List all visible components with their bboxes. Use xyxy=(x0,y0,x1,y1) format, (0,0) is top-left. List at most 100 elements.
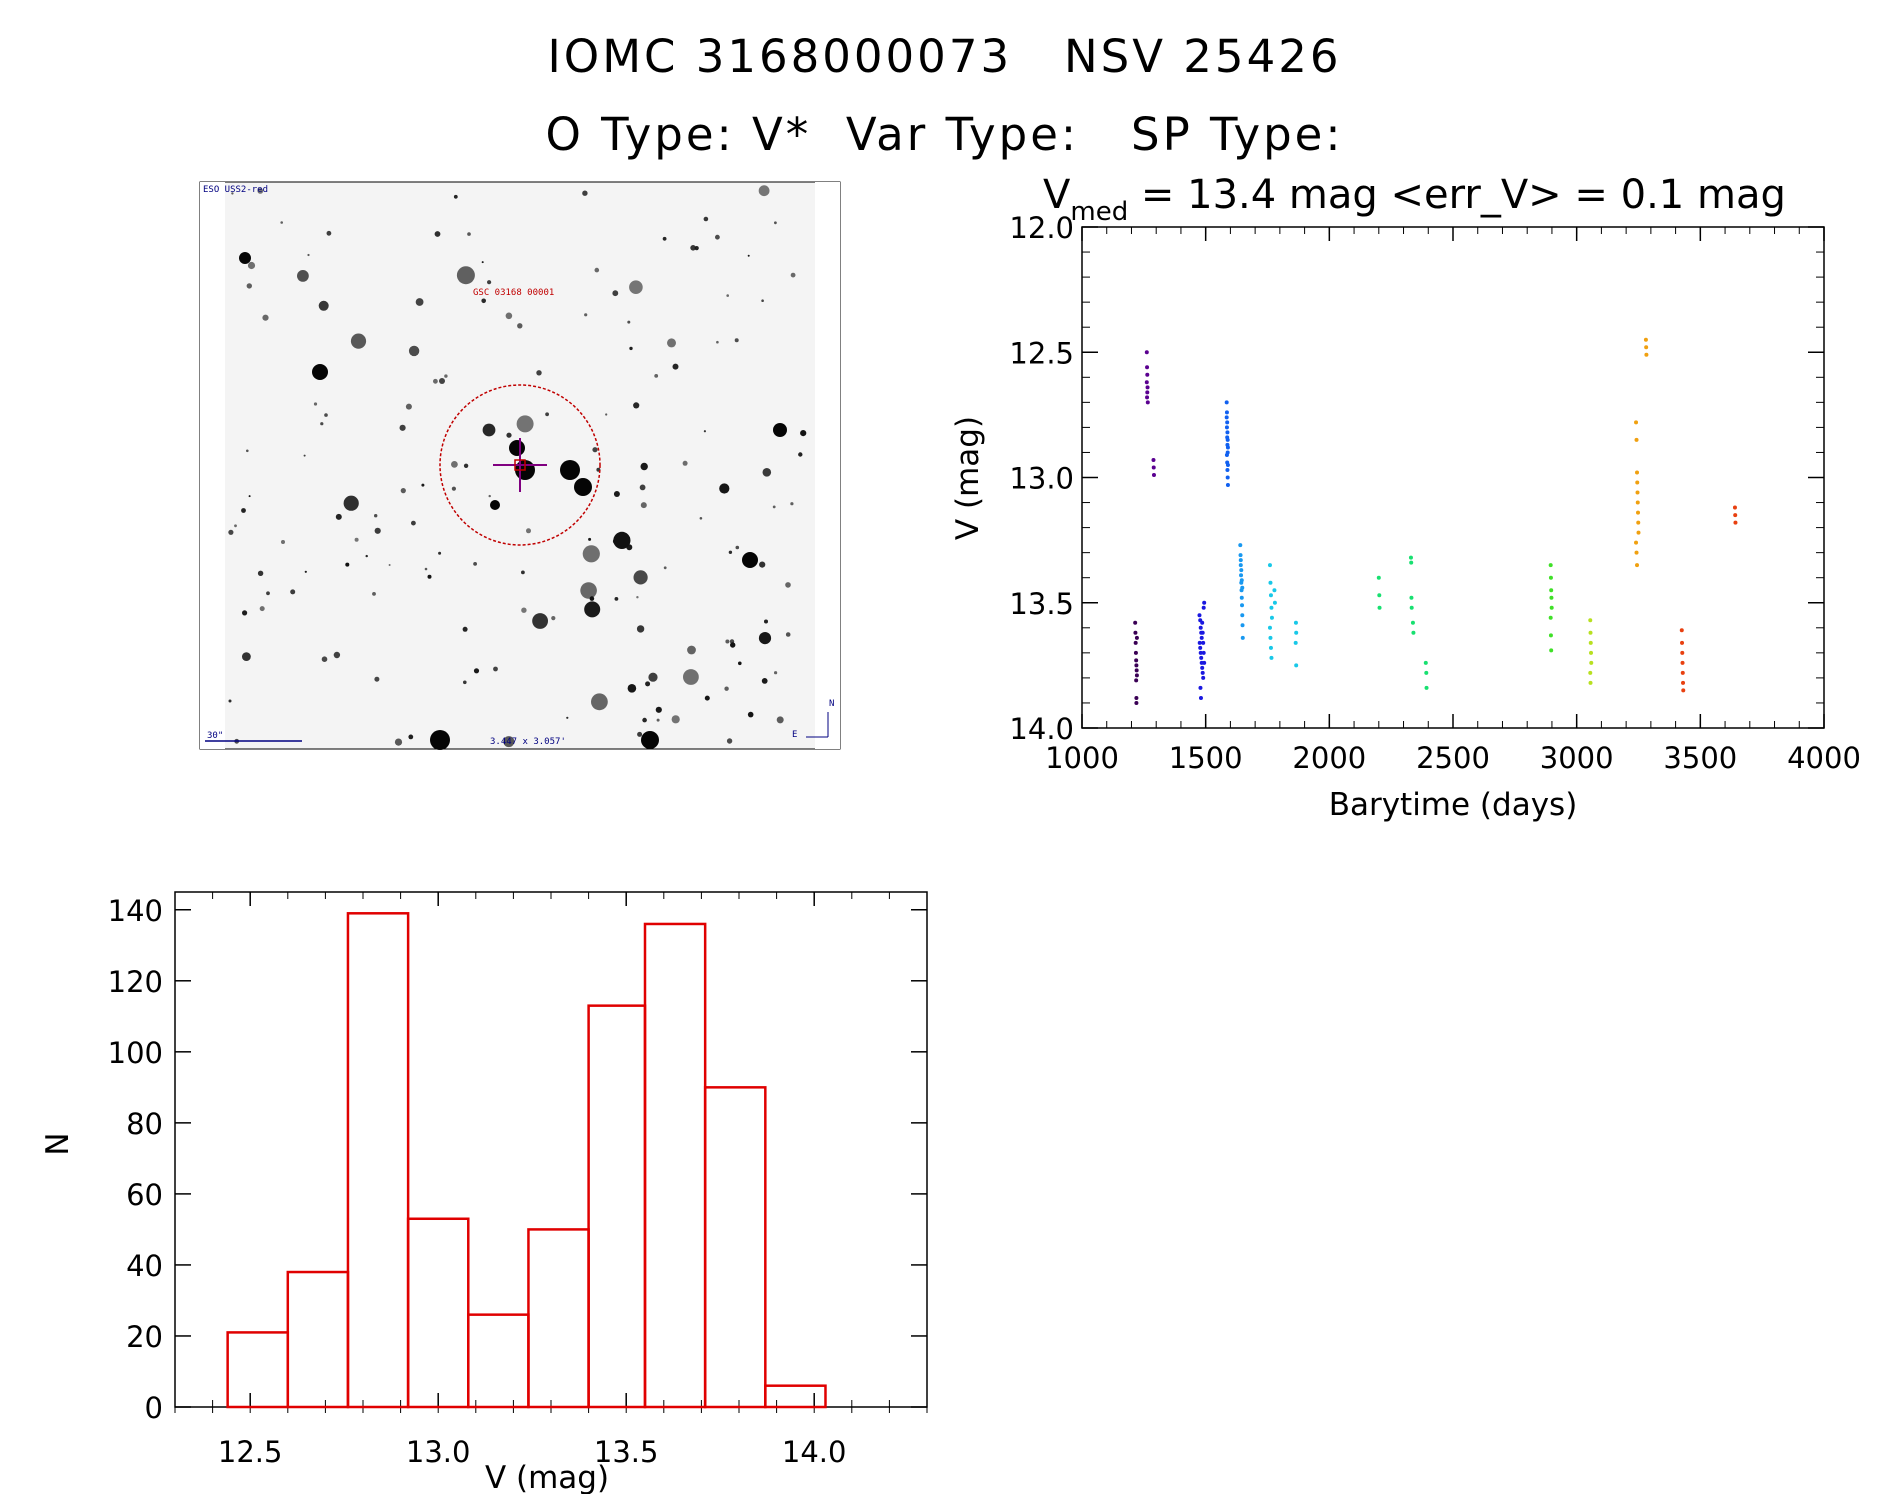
lc-data-point xyxy=(1134,673,1139,678)
lc-data-point xyxy=(1548,575,1553,580)
lc-data-point xyxy=(1134,700,1139,705)
hist-xtick-label: 12.5 xyxy=(218,1435,283,1469)
lc-xtick-label: 3000 xyxy=(1540,741,1614,775)
star xyxy=(408,345,420,357)
lc-data-point xyxy=(1409,560,1414,565)
star xyxy=(246,283,252,289)
lc-xtick-label: 2500 xyxy=(1416,741,1490,775)
light-curve-ylabel: V (mag) xyxy=(950,416,986,540)
star xyxy=(719,483,730,494)
star xyxy=(399,424,406,431)
lc-data-point xyxy=(1200,665,1205,670)
star xyxy=(761,299,764,303)
star xyxy=(307,253,310,257)
hist-bar xyxy=(346,912,410,1409)
lc-data-point xyxy=(1133,630,1138,635)
lc-data-point xyxy=(1549,588,1554,593)
lc-data-point xyxy=(1293,640,1298,645)
star xyxy=(582,545,600,563)
star xyxy=(326,230,332,236)
star xyxy=(699,517,703,520)
hist-bar xyxy=(226,1331,290,1409)
lc-data-point xyxy=(1636,520,1641,525)
scale-label: 30" xyxy=(207,731,223,741)
lc-data-point xyxy=(1201,605,1206,610)
lc-data-point xyxy=(1634,420,1639,425)
star xyxy=(493,666,498,672)
star xyxy=(762,468,772,477)
hist-ytick-label: 20 xyxy=(126,1320,163,1354)
hist-bar xyxy=(643,922,707,1409)
star-field xyxy=(228,185,807,750)
aperture-circle xyxy=(439,384,601,546)
star xyxy=(481,298,487,304)
star xyxy=(228,529,234,535)
lc-data-point xyxy=(1409,595,1414,600)
histogram-chart: 12.5 13.0 13.5 14.0 0 20 40 60 80 100 120 140 V (ma… xyxy=(40,891,928,1494)
lc-data-point xyxy=(1588,680,1593,685)
star xyxy=(574,478,592,496)
star xyxy=(800,430,807,437)
star xyxy=(690,245,696,251)
star xyxy=(335,513,342,520)
star xyxy=(421,483,425,487)
star xyxy=(729,639,735,644)
star xyxy=(374,514,378,518)
star xyxy=(304,570,307,573)
lc-data-point xyxy=(1589,650,1594,655)
lc-data-point xyxy=(1145,390,1150,395)
north-label: N xyxy=(829,699,834,709)
star xyxy=(405,403,412,410)
lc-data-point xyxy=(1681,680,1686,685)
lc-data-point xyxy=(1733,520,1738,525)
light-curve-frame xyxy=(1081,226,1825,729)
star xyxy=(521,607,527,613)
lc-data-point xyxy=(1225,475,1230,480)
star xyxy=(761,678,768,684)
star xyxy=(726,738,733,744)
star xyxy=(747,711,754,718)
star xyxy=(613,531,631,550)
hist-xtick-label: 13.5 xyxy=(594,1435,659,1469)
star xyxy=(415,298,424,306)
star xyxy=(427,574,432,579)
lc-data-point xyxy=(1549,605,1554,610)
lc-data-point xyxy=(1269,615,1274,620)
lc-data-point xyxy=(1145,385,1150,390)
hist-ytick-label: 0 xyxy=(145,1391,163,1425)
lc-data-point xyxy=(1635,470,1640,475)
lc-data-point xyxy=(1224,410,1229,415)
lc-data-point xyxy=(1134,695,1139,700)
lc-data-point xyxy=(1644,352,1649,357)
lc-data-point xyxy=(1267,563,1272,568)
star xyxy=(372,592,376,596)
light-curve-chart: Vmed = 13.4 mag <err_V> = 0.1 mag 1000 15… xyxy=(950,172,1861,823)
lc-data-point xyxy=(1225,420,1230,425)
finder-image-margin-left xyxy=(200,182,225,749)
lc-data-point xyxy=(1151,472,1156,477)
star xyxy=(473,668,480,674)
star xyxy=(297,270,309,282)
star xyxy=(773,423,787,437)
lc-data-point xyxy=(1680,650,1685,655)
lc-data-point xyxy=(1145,365,1150,370)
star xyxy=(704,695,710,701)
star xyxy=(490,500,500,510)
star xyxy=(640,502,647,509)
lc-data-point xyxy=(1134,663,1139,668)
star xyxy=(318,300,329,311)
lc-data-point xyxy=(1133,620,1138,625)
star xyxy=(526,528,531,534)
lc-data-point xyxy=(1198,685,1203,690)
compass-icon: N E xyxy=(792,699,834,740)
star xyxy=(257,570,264,576)
lc-data-point xyxy=(1588,640,1593,645)
star xyxy=(627,320,631,324)
hist-ytick-label: 120 xyxy=(108,965,163,999)
star xyxy=(487,280,492,285)
star xyxy=(759,561,766,568)
star xyxy=(424,567,428,571)
star xyxy=(560,460,580,480)
star xyxy=(728,550,733,554)
lc-data-point xyxy=(1225,450,1230,455)
